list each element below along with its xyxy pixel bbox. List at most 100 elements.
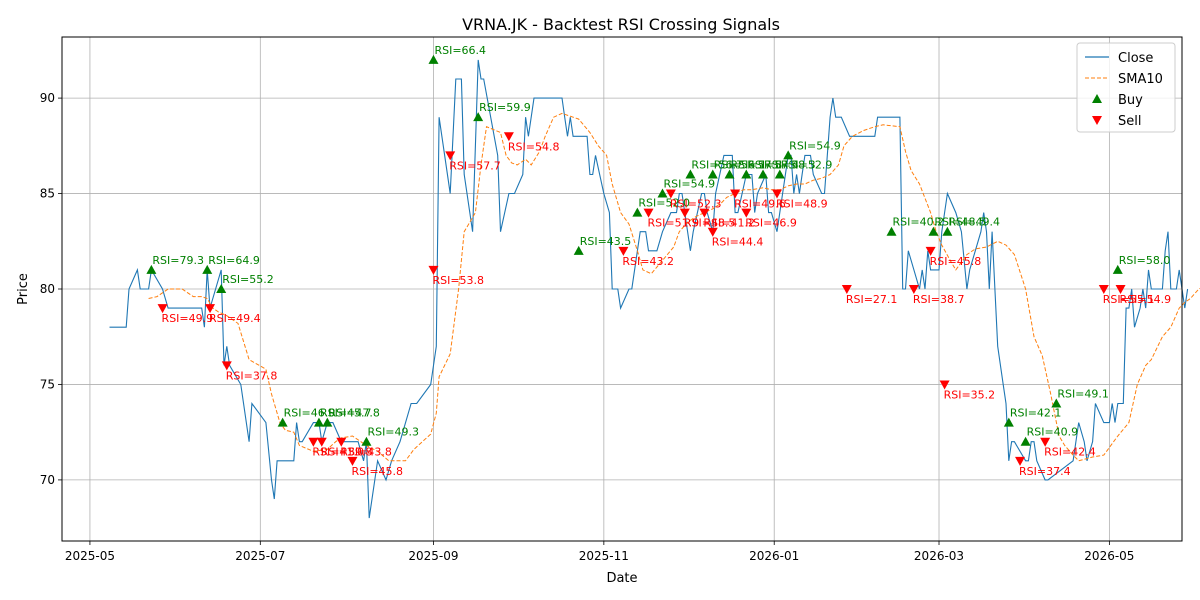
signals: RSI=79.3 RSI=64.9 RSI=55.2 RSI=46.0RSI=45.7… [146,44,1171,478]
x-tick-label: 2025-11 [579,549,629,563]
buy-marker [657,188,668,198]
buy-marker [942,226,953,236]
sell-annotation: RSI=37.8 [226,369,278,382]
buy-annotation: RSI=58.3 [764,158,816,171]
buy-annotation: RSI=40.9 [1027,426,1079,439]
buy-annotation: RSI=49.4 [948,216,1000,229]
buy-marker [146,264,157,274]
buy-annotation: RSI=66.4 [434,44,486,57]
x-tick-label: 2026-01 [749,549,799,563]
sell-marker [707,227,718,237]
buy-marker [202,264,213,274]
buy-marker [428,54,439,64]
sell-annotation: RSI=45.8 [351,465,403,478]
sell-annotation: RSI=51.9 [648,217,700,230]
buy-annotation: RSI=56.1 [714,158,766,171]
sell-marker [679,208,690,218]
x-tick-label: 2026-03 [914,549,964,563]
buy-annotation: RSI=57.8 [731,158,783,171]
sell-annotation: RSI=42.4 [1044,446,1096,459]
buy-marker [707,169,718,179]
sell-marker [503,132,514,142]
sell-marker [347,456,358,466]
buy-annotation: RSI=42.1 [1010,407,1062,420]
buy-annotation: RSI=56.7 [691,158,743,171]
sell-marker [428,265,439,275]
y-tick-label: 80 [40,282,55,296]
sell-annotation: RSI=46.9 [745,217,797,230]
y-axis-ticks: 70 75 80 85 90 [40,91,62,487]
buy-marker [277,417,288,427]
sell-annotation: RSI=49.6 [734,198,786,211]
buy-marker [741,169,752,179]
sell-marker [336,437,347,447]
plot-lines [109,59,1200,519]
sell-annotation: RSI=54.8 [508,140,560,153]
legend-label: Buy [1118,93,1143,108]
buy-marker [724,169,735,179]
buy-annotation: RSI=43.5 [580,235,632,248]
buy-marker [886,226,897,236]
sell-annotation: RSI=44.4 [712,236,764,249]
x-tick-label: 2025-07 [235,549,285,563]
sell-annotation: RSI=55.1 [1103,293,1155,306]
sell-marker [741,208,752,218]
buy-annotation: RSI=55.2 [222,273,274,286]
sell-marker [157,304,168,314]
buy-marker [783,150,794,160]
buy-marker [1112,264,1123,274]
buy-annotation: RSI=58.0 [1119,254,1171,267]
buy-annotation: RSI=46.0 [284,407,336,420]
sell-marker [618,246,629,256]
buy-marker [774,169,785,179]
sell-marker [1098,285,1109,294]
sell-marker [308,437,319,447]
buy-annotation: RSI=45.7 [320,407,372,420]
sell-annotation: RSI=49.9 [162,312,214,325]
buy-annotation: RSI=49.3 [367,426,419,439]
buy-marker [313,417,324,427]
sell-annotation: RSI=49.4 [209,312,261,325]
buy-marker [1051,398,1062,408]
sell-annotation: RSI=54.9 [1120,293,1172,306]
series-line-close [109,59,1189,519]
buy-marker [322,417,333,427]
buy-marker [1003,417,1014,427]
x-tick-label: 2026-05 [1084,549,1134,563]
y-tick-label: 70 [40,473,55,487]
x-tick-label: 2025-09 [408,549,458,563]
buy-annotation: RSI=54.9 [663,178,715,191]
buy-annotation: RSI=57.4 [747,158,799,171]
sell-marker [205,304,216,314]
buy-annotation: RSI=52.9 [781,158,833,171]
y-tick-label: 75 [40,377,55,391]
buy-annotation: RSI=79.3 [152,254,204,267]
sell-annotation: RSI=48.9 [776,198,828,211]
sell-marker [316,437,327,447]
sell-marker [1040,437,1051,447]
buy-marker [216,284,227,293]
buy-marker [685,169,696,179]
series-line-sma10 [148,112,1200,462]
buy-marker [632,207,643,217]
chart-title: VRNA.JK - Backtest RSI Crossing Signals [462,15,780,34]
sell-marker [841,285,852,294]
buy-annotation: RSI=59.9 [479,101,531,114]
sell-marker [908,285,919,294]
x-axis-label: Date [606,571,637,586]
sell-annotation: RSI=48.5 [684,217,736,230]
buy-annotation: RSI=48.5 [934,216,986,229]
legend-label: SMA10 [1118,72,1163,87]
buy-marker [758,169,769,179]
legend-label: Sell [1118,114,1141,129]
buy-marker [473,112,484,122]
buy-annotation: RSI=52.0 [638,197,690,210]
sell-marker [772,189,783,199]
sell-marker [445,151,456,161]
sell-marker [699,208,710,218]
sell-annotation: RSI=43.2 [622,255,674,268]
buy-marker [573,245,584,255]
x-axis-ticks: 2025-05 2025-07 2025-09 2025-11 2026-01 2026-… [65,541,1134,563]
